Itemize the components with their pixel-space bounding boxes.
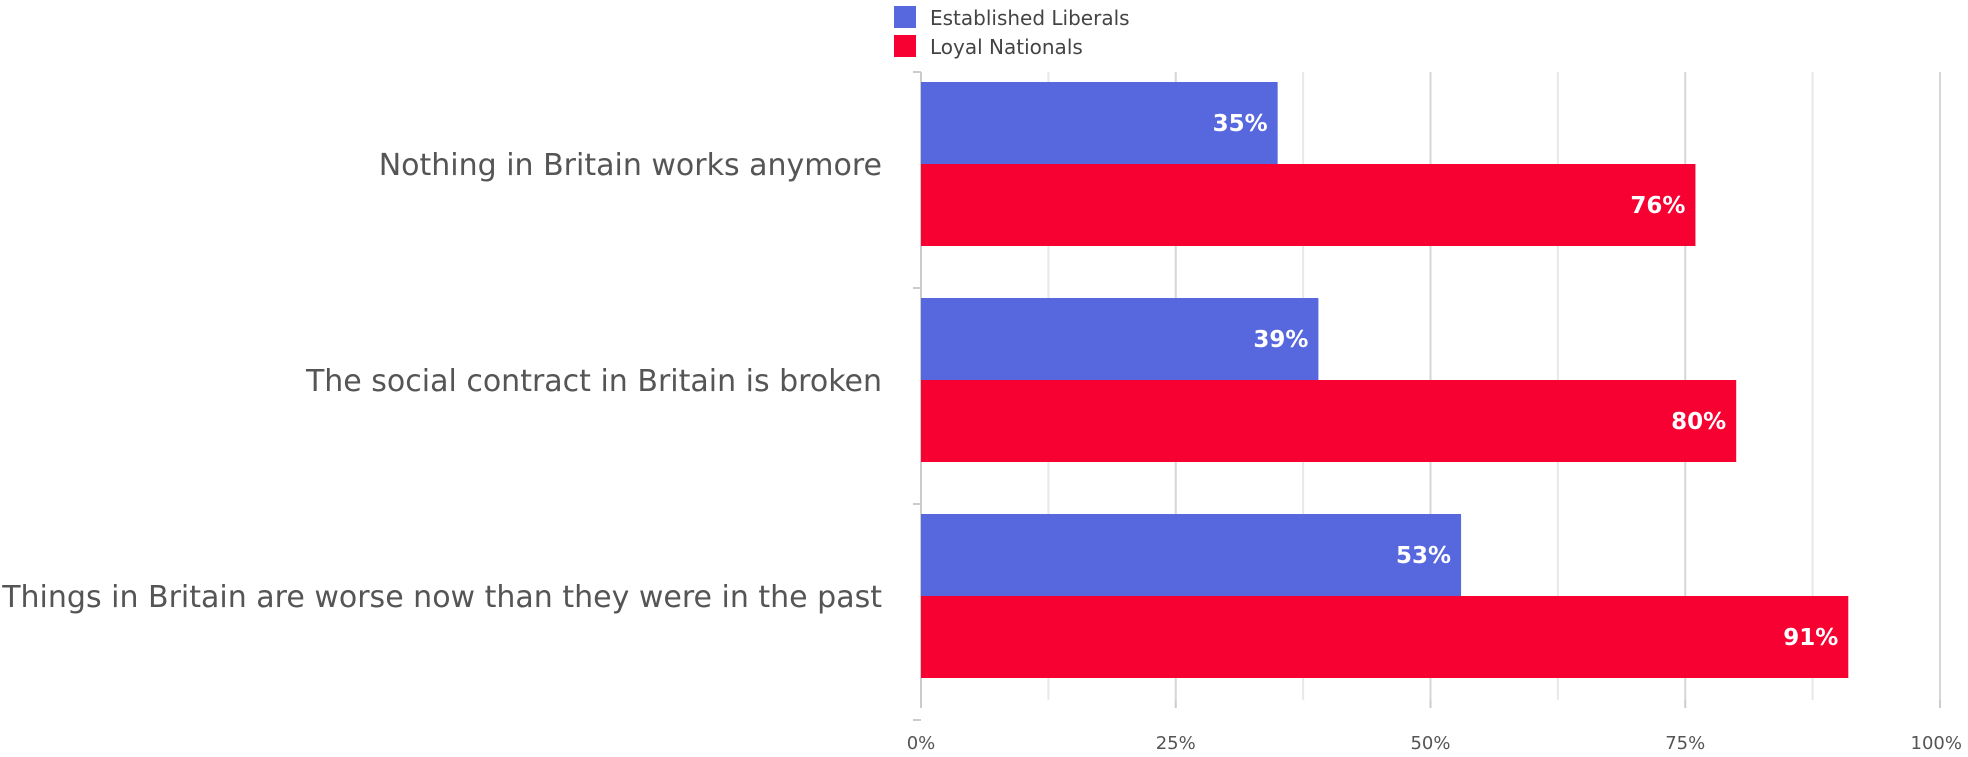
category-label: The social contract in Britain is broken	[305, 364, 882, 399]
bar	[921, 164, 1696, 246]
x-tick-label: 75%	[1665, 733, 1705, 754]
labels-layer: 35% 76% Nothing in Britain works anymore 39…	[1, 111, 1838, 651]
bar-value-label: 39%	[1253, 327, 1308, 353]
bar-value-label: 76%	[1630, 193, 1685, 219]
x-tick-label: 100%	[1911, 733, 1962, 754]
bar	[921, 596, 1849, 678]
bar	[921, 514, 1462, 596]
legend-swatch	[894, 35, 916, 57]
bar-value-label: 53%	[1396, 543, 1451, 569]
bars-layer	[921, 82, 1849, 678]
category-label: Things in Britain are worse now than the…	[1, 580, 882, 615]
legend: Established Liberals Loyal Nationals	[894, 6, 1130, 59]
legend-swatch	[894, 6, 916, 28]
bar	[921, 82, 1278, 164]
bar-value-label: 91%	[1783, 625, 1838, 651]
x-tick-label: 0%	[907, 733, 936, 754]
x-tick-label: 25%	[1156, 733, 1196, 754]
bar-value-label: 80%	[1671, 409, 1726, 435]
bar	[921, 380, 1737, 462]
legend-label: Loyal Nationals	[930, 35, 1083, 59]
x-tick-label: 50%	[1410, 733, 1450, 754]
bar-value-label: 35%	[1213, 111, 1268, 137]
legend-label: Established Liberals	[930, 6, 1130, 30]
bar	[921, 298, 1319, 380]
category-label: Nothing in Britain works anymore	[379, 148, 882, 183]
